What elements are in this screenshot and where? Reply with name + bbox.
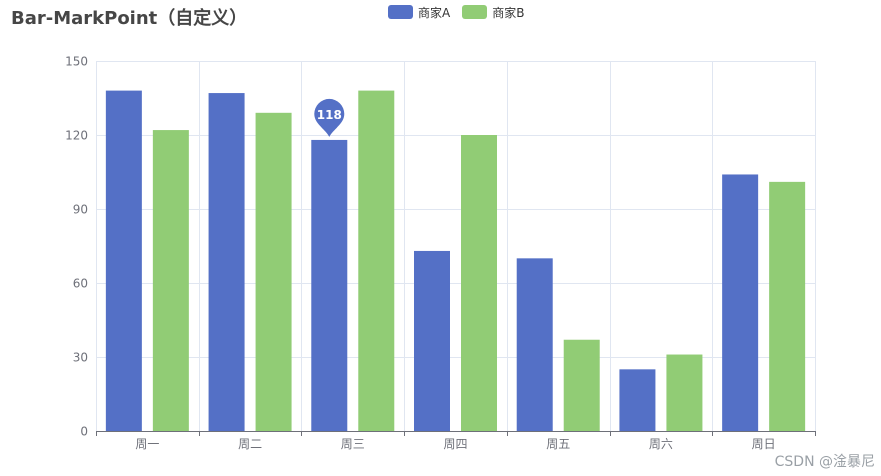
x-tick-label: 周六	[649, 437, 673, 451]
bar-a	[414, 250, 450, 431]
x-tick-label: 周三	[341, 437, 365, 451]
bar-a	[311, 139, 348, 431]
y-tick-label: 150	[65, 55, 88, 69]
y-tick-label: 30	[73, 351, 88, 365]
mark-point-pin	[314, 98, 345, 137]
bar-b	[358, 90, 395, 431]
bar-a	[516, 258, 553, 431]
x-tick-label: 周四	[443, 437, 467, 451]
bar-a	[105, 90, 142, 431]
y-tick-label: 0	[80, 425, 88, 439]
bar-b	[769, 181, 806, 431]
bar-b	[461, 135, 497, 431]
bar-b	[666, 354, 703, 431]
x-tick-label: 周二	[238, 437, 262, 451]
bar-a	[722, 174, 759, 431]
bar-b	[563, 339, 600, 431]
x-tick-label: 周一	[135, 437, 159, 451]
watermark: CSDN @淦暴尼	[774, 454, 875, 470]
legend-swatch-a	[388, 5, 413, 19]
bar-a	[619, 369, 656, 431]
legend-label-a: 商家A	[418, 5, 451, 20]
bar-b	[152, 130, 189, 432]
y-tick-label: 120	[65, 129, 88, 143]
legend-label-b: 商家B	[492, 5, 525, 20]
legend: 商家A 商家B	[388, 4, 524, 20]
y-tick-label: 90	[73, 203, 88, 217]
chart-title: Bar-MarkPoint（自定义）	[11, 8, 248, 29]
legend-item-b[interactable]: 商家B	[462, 4, 524, 21]
x-tick-label: 周日	[752, 437, 776, 451]
mark-point-label: 118	[317, 108, 342, 122]
x-tick-label: 周五	[546, 437, 570, 451]
legend-item-a[interactable]: 商家A	[388, 4, 450, 21]
bar-a	[208, 93, 245, 432]
legend-swatch-b	[462, 5, 488, 19]
y-tick-label: 60	[73, 277, 88, 291]
bar-b	[255, 112, 292, 432]
